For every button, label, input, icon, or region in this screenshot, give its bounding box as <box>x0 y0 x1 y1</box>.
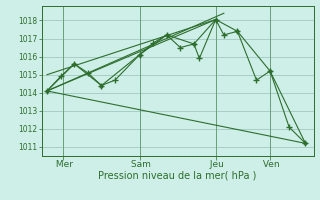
X-axis label: Pression niveau de la mer( hPa ): Pression niveau de la mer( hPa ) <box>99 171 257 181</box>
